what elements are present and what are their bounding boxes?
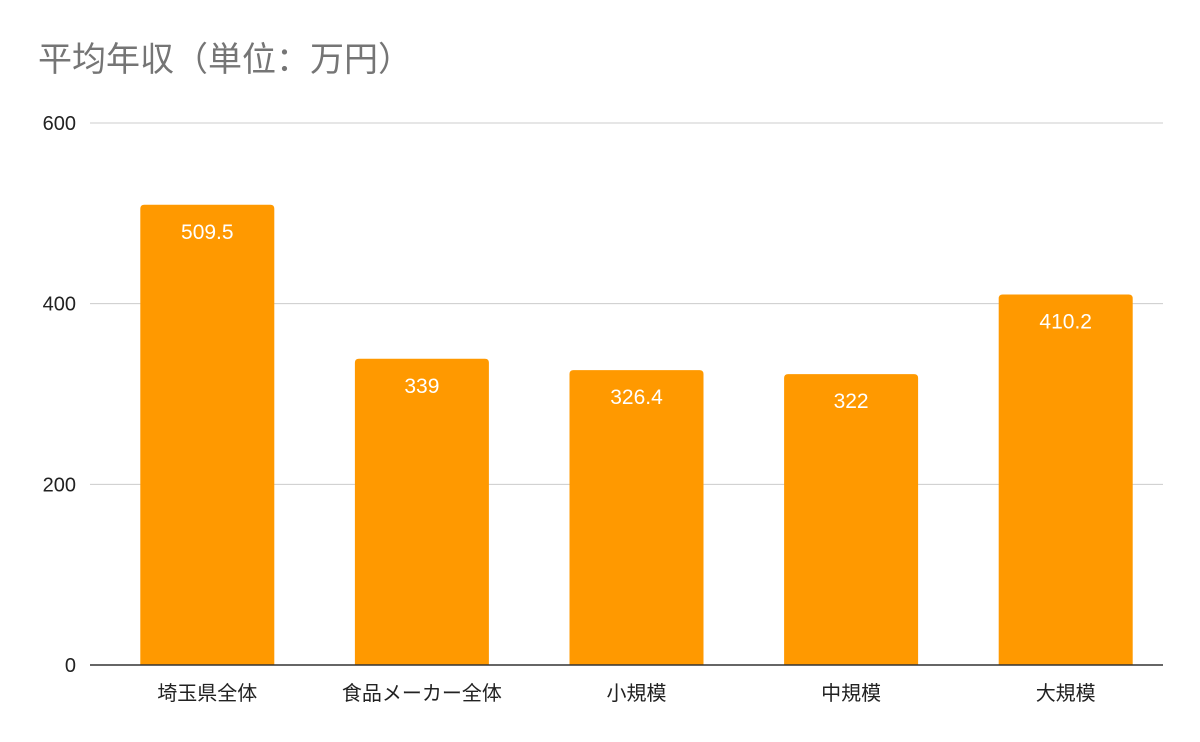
value-label-1: 509.5 [181, 221, 234, 244]
value-label-4: 322 [834, 390, 869, 413]
y-tick-label-0: 0 [65, 655, 76, 677]
category-label-2: 食品メーカー全体 [342, 681, 502, 705]
category-label-5: 大規模 [1036, 681, 1096, 705]
value-label-3: 326.4 [610, 386, 663, 409]
value-label-5: 410.2 [1039, 310, 1092, 333]
y-tick-label-600: 600 [43, 113, 76, 135]
bar-4 [784, 374, 919, 665]
bar-2 [354, 358, 489, 665]
chart-title: 平均年収（単位：万円） [38, 40, 412, 80]
labels: 0 200 400 600 509.5 埼玉県全体 339 食品メーカー全体 326.4 小規模 3… [43, 113, 1096, 705]
y-tick-label-400: 400 [43, 294, 76, 316]
bar-5 [998, 294, 1133, 665]
bar-3 [569, 370, 704, 665]
value-label-2: 339 [404, 375, 439, 398]
y-tick-label-200: 200 [43, 474, 76, 496]
category-label-3: 小規模 [607, 681, 667, 705]
category-label-1: 埼玉県全体 [157, 681, 257, 705]
bar-1 [140, 204, 275, 666]
bars [140, 204, 1133, 666]
category-label-4: 中規模 [821, 681, 881, 705]
